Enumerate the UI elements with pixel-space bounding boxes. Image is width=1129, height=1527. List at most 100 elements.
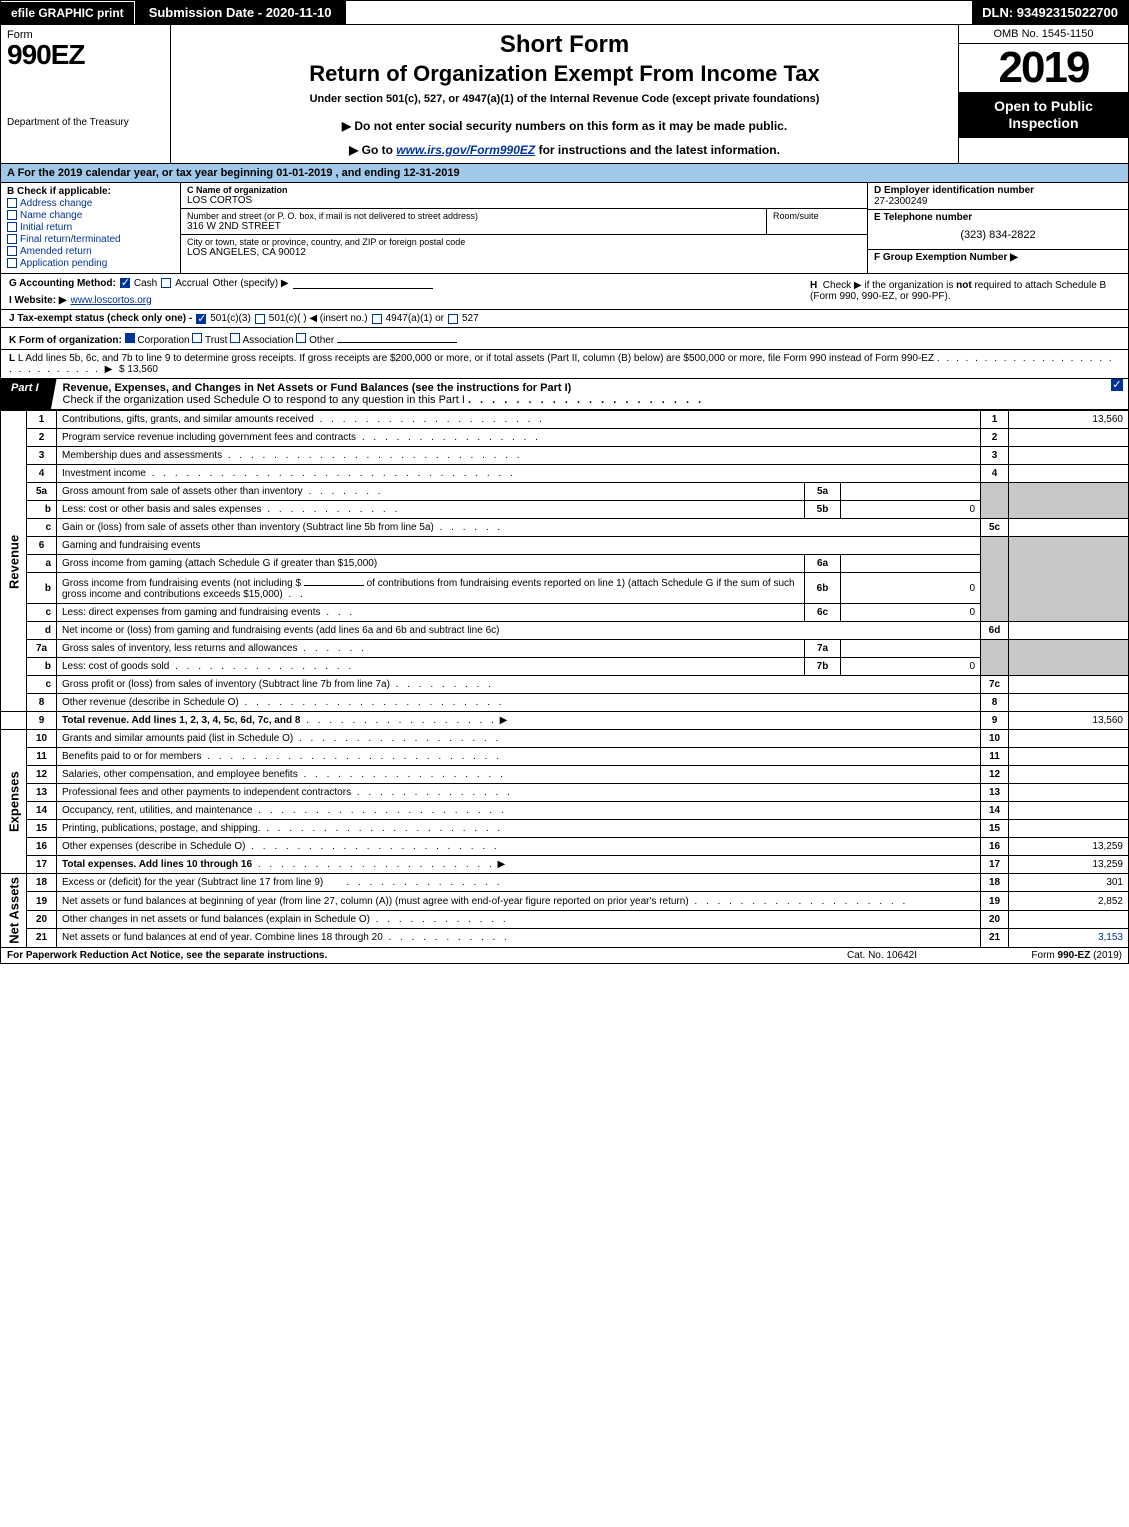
check-527[interactable] xyxy=(448,314,458,324)
line-20-row: 20 Other changes in net assets or fund b… xyxy=(1,910,1129,928)
line-7c-row: c Gross profit or (loss) from sales of i… xyxy=(1,676,1129,694)
submission-date: Submission Date - 2020-11-10 xyxy=(135,1,346,24)
check-trust[interactable] xyxy=(192,333,202,343)
entity-mid: C Name of organization LOS CORTOS Number… xyxy=(181,183,868,273)
line-11-desc: Benefits paid to or for members . . . . … xyxy=(57,748,981,766)
topbar: efile GRAPHIC print Submission Date - 20… xyxy=(0,0,1129,25)
line-21-row: 21 Net assets or fund balances at end of… xyxy=(1,929,1129,947)
check-association[interactable] xyxy=(230,333,240,343)
other-specify-input[interactable] xyxy=(293,277,433,289)
line-20-no: 20 xyxy=(27,910,57,928)
schedule-o-check[interactable]: ✓ xyxy=(1111,379,1123,391)
city-label: City or town, state or province, country… xyxy=(187,237,861,247)
g-label: G Accounting Method: xyxy=(9,278,116,289)
other-org-input[interactable] xyxy=(337,331,457,343)
line-13-amount xyxy=(1009,784,1129,802)
check-amended[interactable] xyxy=(7,246,17,256)
line-7-greycol xyxy=(981,640,1009,676)
form-number: 990EZ xyxy=(7,41,164,69)
line-6d-amount xyxy=(1009,622,1129,640)
line-2-row: 2 Program service revenue including gove… xyxy=(1,429,1129,447)
check-final-return[interactable] xyxy=(7,234,17,244)
line-14-amount xyxy=(1009,802,1129,820)
check-501c3[interactable] xyxy=(196,314,206,324)
line-5c-no: c xyxy=(27,519,57,537)
line-2-numcol: 2 xyxy=(981,429,1009,447)
line-15-numcol: 15 xyxy=(981,820,1009,838)
line-7b-desc: Less: cost of goods sold . . . . . . . .… xyxy=(57,658,805,676)
line-4-amount xyxy=(1009,465,1129,483)
line-5a-boxlabel: 5a xyxy=(805,483,841,501)
line-5c-row: c Gain or (loss) from sale of assets oth… xyxy=(1,519,1129,537)
check-501c[interactable] xyxy=(255,314,265,324)
line-6b-boxval: 0 xyxy=(841,573,981,604)
lbl-amended: Amended return xyxy=(20,246,92,257)
check-4947[interactable] xyxy=(372,314,382,324)
row-l: L L Add lines 5b, 6c, and 7b to line 9 t… xyxy=(0,350,1129,379)
line-6b-desc: Gross income from fundraising events (no… xyxy=(57,573,805,604)
under-section: Under section 501(c), 527, or 4947(a)(1)… xyxy=(181,93,948,105)
meta-block: G Accounting Method: Cash Accrual Other … xyxy=(0,274,1129,328)
line-7b-row: b Less: cost of goods sold . . . . . . .… xyxy=(1,658,1129,676)
line-11-numcol: 11 xyxy=(981,748,1009,766)
line-6c-boxlabel: 6c xyxy=(805,604,841,622)
line-12-no: 12 xyxy=(27,766,57,784)
line-19-desc: Net assets or fund balances at beginning… xyxy=(57,892,981,910)
check-initial-return[interactable] xyxy=(7,222,17,232)
b-label: B Check if applicable: xyxy=(7,186,111,197)
check-name-change[interactable] xyxy=(7,210,17,220)
line-4-no: 4 xyxy=(27,465,57,483)
line-6-no: 6 xyxy=(27,537,57,555)
line-4-desc: Investment income . . . . . . . . . . . … xyxy=(57,465,981,483)
line-5a-row: 5a Gross amount from sale of assets othe… xyxy=(1,483,1129,501)
line-5b-boxlabel: 5b xyxy=(805,501,841,519)
check-accrual[interactable] xyxy=(161,278,171,288)
line-19-no: 19 xyxy=(27,892,57,910)
lbl-final-return: Final return/terminated xyxy=(20,234,121,245)
line-7c-amount xyxy=(1009,676,1129,694)
line-21-no: 21 xyxy=(27,929,57,947)
check-application-pending[interactable] xyxy=(7,258,17,268)
line-5c-amount xyxy=(1009,519,1129,537)
line-10-numcol: 10 xyxy=(981,730,1009,748)
l-text: L Add lines 5b, 6c, and 7b to line 9 to … xyxy=(18,353,934,364)
line-7c-desc: Gross profit or (loss) from sales of inv… xyxy=(57,676,981,694)
tax-year: 2019 xyxy=(959,44,1128,92)
line-2-no: 2 xyxy=(27,429,57,447)
omb-number: OMB No. 1545-1150 xyxy=(959,25,1128,44)
return-title: Return of Organization Exempt From Incom… xyxy=(181,61,948,87)
line-5-greycol xyxy=(981,483,1009,519)
line-4-row: 4 Investment income . . . . . . . . . . … xyxy=(1,465,1129,483)
footer-left: For Paperwork Reduction Act Notice, see … xyxy=(7,950,802,961)
lbl-4947: 4947(a)(1) or xyxy=(386,313,444,324)
line-6b-blank[interactable] xyxy=(304,576,364,586)
line-1-desc: Contributions, gifts, grants, and simila… xyxy=(57,411,981,429)
line-17-amount: 13,259 xyxy=(1009,856,1129,874)
irs-link[interactable]: www.irs.gov/Form990EZ xyxy=(396,143,535,157)
line-9-row: 9 Total revenue. Add lines 1, 2, 3, 4, 5… xyxy=(1,712,1129,730)
revenue-side-label: Revenue xyxy=(1,411,27,712)
line-3-numcol: 3 xyxy=(981,447,1009,465)
check-corporation[interactable] xyxy=(125,333,135,343)
line-14-desc: Occupancy, rent, utilities, and maintena… xyxy=(57,802,981,820)
line-16-desc: Other expenses (describe in Schedule O) … xyxy=(57,838,981,856)
part1-title: Revenue, Expenses, and Changes in Net As… xyxy=(57,379,1106,409)
footer: For Paperwork Reduction Act Notice, see … xyxy=(0,948,1129,964)
row-j: J Tax-exempt status (check only one) - 5… xyxy=(1,309,1128,327)
line-16-row: 16 Other expenses (describe in Schedule … xyxy=(1,838,1129,856)
open-to-public: Open to Public Inspection xyxy=(959,92,1128,138)
check-cash[interactable] xyxy=(120,278,130,288)
goto-suffix: for instructions and the latest informat… xyxy=(539,143,780,157)
line-7-greyamt xyxy=(1009,640,1129,676)
line-16-amount: 13,259 xyxy=(1009,838,1129,856)
check-address-change[interactable] xyxy=(7,198,17,208)
ein-value: 27-2300249 xyxy=(874,196,927,207)
line-10-no: 10 xyxy=(27,730,57,748)
efile-print-button[interactable]: efile GRAPHIC print xyxy=(1,2,135,24)
line-7a-no: 7a xyxy=(27,640,57,658)
line-4-numcol: 4 xyxy=(981,465,1009,483)
line-7a-boxval xyxy=(841,640,981,658)
website-link[interactable]: www.loscortos.org xyxy=(71,295,152,306)
line-12-desc: Salaries, other compensation, and employ… xyxy=(57,766,981,784)
check-other-org[interactable] xyxy=(296,333,306,343)
